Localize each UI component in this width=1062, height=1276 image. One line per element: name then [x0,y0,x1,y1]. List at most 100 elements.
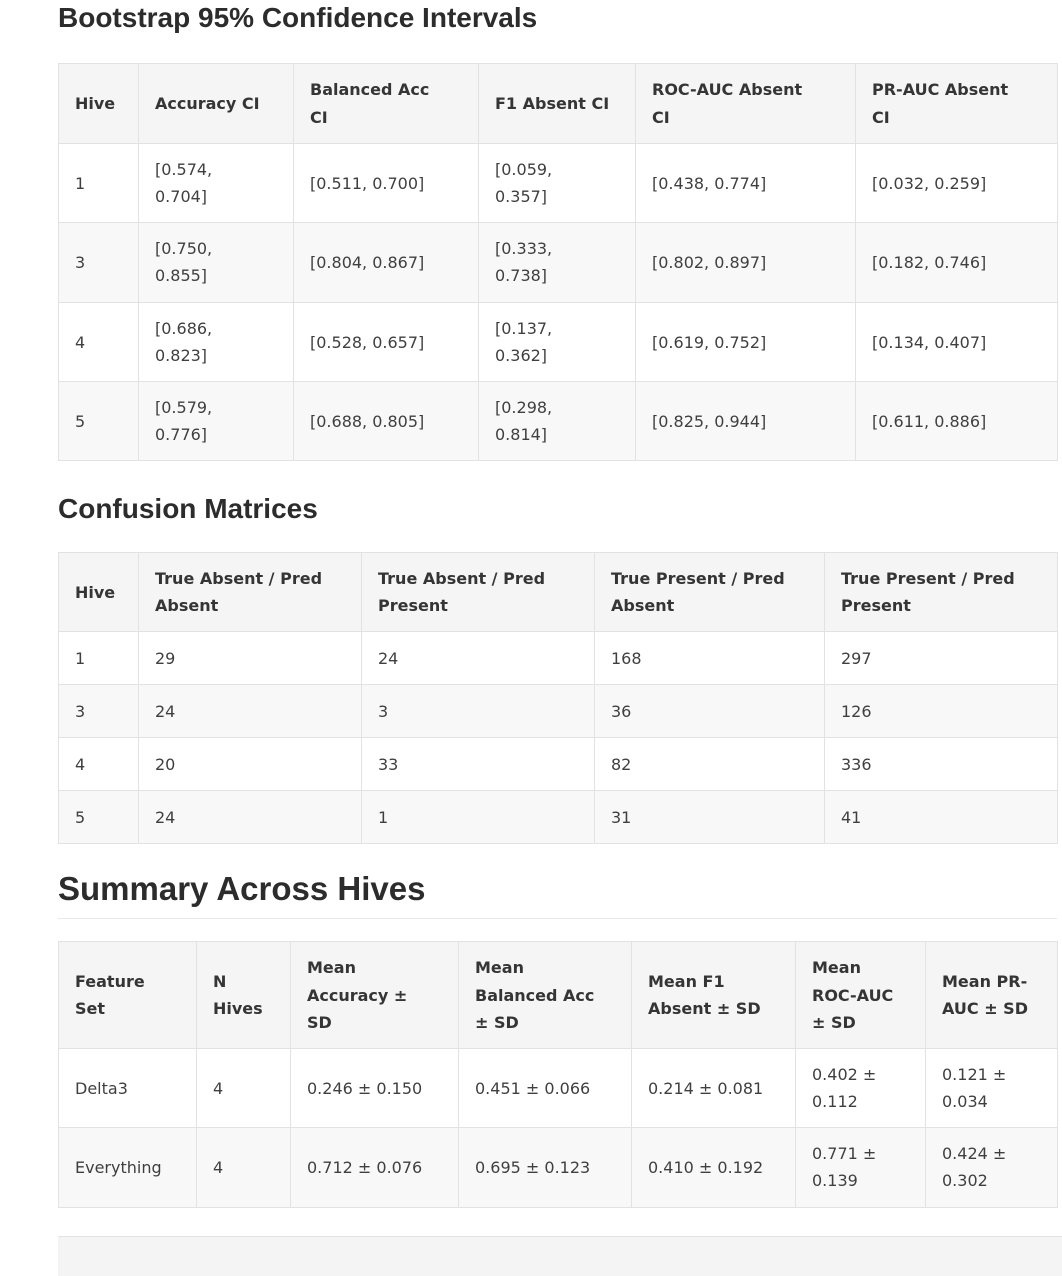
table-cell: 3 [361,684,595,739]
table-cell-text: Delta3 [75,1078,128,1098]
table-cell: 33 [361,737,595,792]
column-header-text: Accuracy CI [155,94,260,114]
table-cell-text: 5 [75,411,86,431]
column-header: Feature Set [58,941,197,1049]
table-cell: [0.528, 0.657] [293,301,479,382]
table-cell-text: 3 [75,702,86,722]
column-header-text: True Absent / Pred Present [378,568,546,615]
table-cell: Everything [58,1127,197,1208]
column-header: Mean Balanced Acc ± SD [458,941,632,1049]
table-cell-text: 4 [213,1158,224,1178]
table-cell-text: 29 [155,648,176,668]
table-cell: [0.511, 0.700] [293,142,479,224]
column-header: Balanced Acc CI [293,63,479,144]
table-cell: 0.121 ± 0.034 [925,1047,1058,1129]
table-row: Delta3 4 0.246 ± 0.150 0.451 ± 0.066 0.214 ±… [58,1047,1058,1129]
table-cell-text: [0.134, 0.407] [872,332,987,352]
column-header: N Hives [196,941,291,1049]
column-header-text: Mean F1 Absent ± SD [648,971,761,1019]
table-cell: [0.688, 0.805] [293,380,479,462]
table-cell: 0.214 ± 0.081 [631,1047,796,1129]
table-cell: [0.298, 0.814] [478,380,636,462]
table-cell: [0.611, 0.886] [855,380,1058,462]
table-cell-text: 3 [75,253,86,273]
table-cell-text: [0.182, 0.746] [872,253,987,273]
table-cell: 336 [824,737,1058,792]
table-cell: [0.137, 0.362] [478,301,636,382]
table-row: 3 24 3 36 126 [58,684,1058,739]
table-cell-text: 0.424 ± 0.302 [942,1144,1007,1191]
column-header: PR-AUC Absent CI [855,63,1058,144]
column-header-text: PR-AUC Absent CI [872,80,1009,127]
table-cell-text: 0.121 ± 0.034 [942,1064,1007,1112]
table-cell: 24 [138,790,362,845]
table-row: 3 [0.750, 0.855] [0.804, 0.867] [0.333, 0.7… [58,222,1058,303]
table-cell: 3 [58,222,139,303]
table-cell-text: [0.511, 0.700] [310,173,425,193]
confusion-matrices-table: Hive True Absent / Pred Absent True Absent… [58,551,1058,845]
table-cell-text: 0.214 ± 0.081 [648,1078,764,1098]
table-cell-text: 33 [378,755,399,775]
next-table-header-partial [58,1235,1062,1276]
column-header-text: Feature Set [75,971,145,1019]
table-cell: [0.825, 0.944] [635,380,856,462]
column-header: Hive [58,63,139,144]
table-cell: 3 [58,684,139,739]
summary-table: Feature Set N Hives Mean Accuracy ± SD Mean… [58,941,1058,1208]
column-header-text: Mean PR-AUC ± SD [942,971,1028,1019]
table-cell: 4 [196,1047,291,1129]
table-row: 1 [0.574, 0.704] [0.511, 0.700] [0.059, 0.3… [58,142,1058,224]
table-cell: 0.424 ± 0.302 [925,1127,1058,1208]
table-row: 1 29 24 168 297 [58,631,1058,686]
table-cell-text: 0.712 ± 0.076 [307,1158,423,1178]
table-cell: [0.032, 0.259] [855,142,1058,224]
table-cell: 31 [594,790,825,845]
table-cell: [0.333, 0.738] [478,222,636,303]
table-cell-text: 5 [75,808,86,828]
column-header-text: Mean Accuracy ± SD [307,958,408,1032]
table-cell-text: [0.438, 0.774] [652,173,767,193]
bootstrap-ci-table: Hive Accuracy CI Balanced Acc CI F1 Absent … [58,63,1058,462]
table-cell-text: 336 [841,755,872,775]
column-header-text: Balanced Acc CI [310,80,430,127]
column-header: Mean Accuracy ± SD [290,941,459,1049]
table-cell-text: [0.688, 0.805] [310,411,425,431]
table-row: 4 20 33 82 336 [58,737,1058,792]
table-cell: [0.804, 0.867] [293,222,479,303]
table-cell-text: 4 [75,755,86,775]
table-cell: 5 [58,790,139,845]
table-cell: 36 [594,684,825,739]
table-cell: 0.771 ± 0.139 [795,1127,926,1208]
column-header: True Absent / Pred Absent [138,551,362,633]
table-cell-text: 4 [75,332,86,352]
table-cell: [0.579, 0.776] [138,380,294,462]
table-cell-text: 20 [155,755,176,775]
table-cell-text: [0.137, 0.362] [495,318,553,365]
table-cell: Delta3 [58,1047,197,1129]
table-cell-text: 0.695 ± 0.123 [475,1158,591,1178]
table-cell-text: 0.402 ± 0.112 [812,1064,877,1112]
table-cell-text: [0.804, 0.867] [310,253,425,273]
column-header: ROC-AUC Absent CI [635,63,856,144]
table-cell: [0.686, 0.823] [138,301,294,382]
table-cell-text: [0.686, 0.823] [155,318,213,365]
column-header: True Present / Pred Absent [594,551,825,633]
table-cell: [0.750, 0.855] [138,222,294,303]
table-cell: 0.451 ± 0.066 [458,1047,632,1129]
table-cell-text: 4 [213,1078,224,1098]
bootstrap-ci-heading: Bootstrap 95% Confidence Intervals [58,2,538,33]
column-header: True Absent / Pred Present [361,551,595,633]
table-cell-text: 3 [378,702,389,722]
table-cell-text: [0.059, 0.357] [495,159,553,206]
table-cell-text: 24 [378,648,399,668]
table-cell-text: 41 [841,808,862,828]
table-cell: 29 [138,631,362,686]
table-cell-text: [0.528, 0.657] [310,332,425,352]
column-header-text: ROC-AUC Absent CI [652,80,803,127]
table-cell: [0.619, 0.752] [635,301,856,382]
table-cell: 0.246 ± 0.150 [290,1047,459,1129]
column-header: Hive [58,551,139,633]
table-cell-text: [0.032, 0.259] [872,173,987,193]
table-cell-text: 0.246 ± 0.150 [307,1078,423,1098]
table-cell: [0.134, 0.407] [855,301,1058,382]
